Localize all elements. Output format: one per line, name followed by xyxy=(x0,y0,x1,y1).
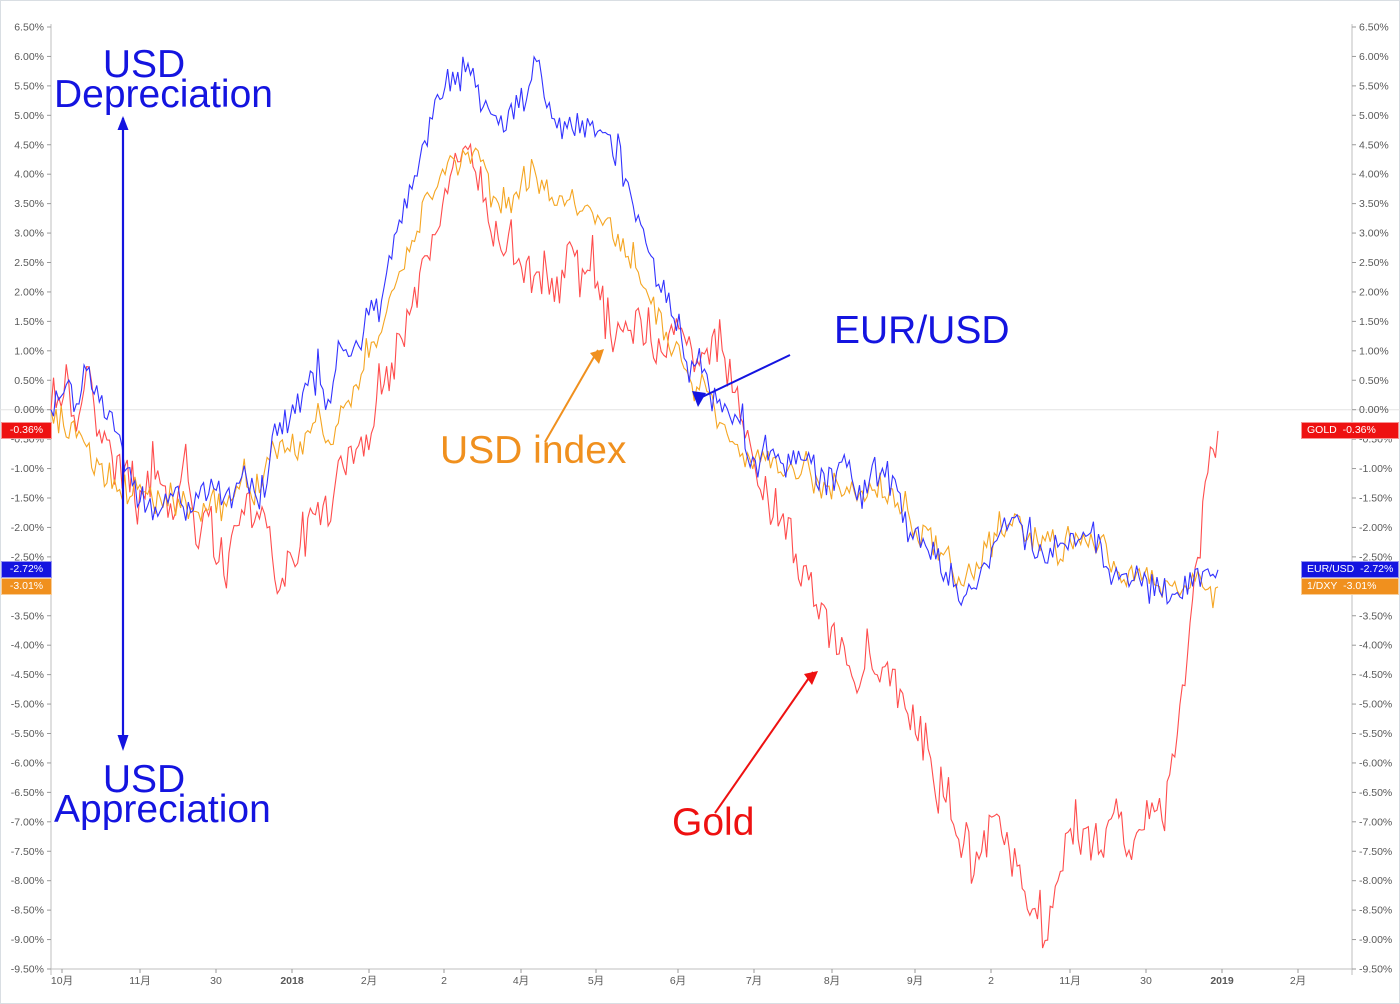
svg-text:6.50%: 6.50% xyxy=(14,22,44,34)
svg-text:2018: 2018 xyxy=(280,975,304,987)
svg-text:-9.00%: -9.00% xyxy=(11,934,44,946)
svg-text:5.00%: 5.00% xyxy=(1359,110,1389,122)
svg-text:8月: 8月 xyxy=(824,975,840,987)
svg-text:2.00%: 2.00% xyxy=(1359,286,1389,298)
svg-text:-2.00%: -2.00% xyxy=(1359,522,1392,534)
svg-text:4.00%: 4.00% xyxy=(1359,169,1389,181)
svg-text:5.50%: 5.50% xyxy=(1359,80,1389,92)
svg-text:-6.50%: -6.50% xyxy=(1359,787,1392,799)
svg-text:3.00%: 3.00% xyxy=(1359,228,1389,240)
svg-text:-5.00%: -5.00% xyxy=(1359,699,1392,711)
svg-text:3.50%: 3.50% xyxy=(1359,198,1389,210)
svg-text:2月: 2月 xyxy=(1290,975,1306,987)
svg-text:-9.50%: -9.50% xyxy=(11,964,44,976)
svg-text:30: 30 xyxy=(210,975,222,987)
svg-text:4月: 4月 xyxy=(513,975,529,987)
svg-text:-7.50%: -7.50% xyxy=(11,846,44,858)
svg-text:11月: 11月 xyxy=(1059,975,1080,987)
svg-text:2.50%: 2.50% xyxy=(14,257,44,269)
svg-text:-4.50%: -4.50% xyxy=(1359,669,1392,681)
svg-text:5月: 5月 xyxy=(588,975,604,987)
svg-text:-1.50%: -1.50% xyxy=(11,493,44,505)
svg-text:6月: 6月 xyxy=(670,975,686,987)
svg-text:-3.50%: -3.50% xyxy=(11,610,44,622)
svg-text:-4.00%: -4.00% xyxy=(11,640,44,652)
svg-text:10月: 10月 xyxy=(51,975,73,987)
svg-text:0.00%: 0.00% xyxy=(14,404,44,416)
svg-text:-7.50%: -7.50% xyxy=(1359,846,1392,858)
svg-text:-5.00%: -5.00% xyxy=(11,699,44,711)
svg-text:1.50%: 1.50% xyxy=(1359,316,1389,328)
svg-text:6.50%: 6.50% xyxy=(1359,22,1389,34)
svg-text:2: 2 xyxy=(988,975,994,987)
svg-text:5.50%: 5.50% xyxy=(14,80,44,92)
svg-text:2019: 2019 xyxy=(1210,975,1234,987)
svg-text:-8.50%: -8.50% xyxy=(1359,905,1392,917)
svg-text:-5.50%: -5.50% xyxy=(11,728,44,740)
svg-text:3.00%: 3.00% xyxy=(14,228,44,240)
svg-text:2.50%: 2.50% xyxy=(1359,257,1389,269)
svg-text:0.50%: 0.50% xyxy=(1359,375,1389,387)
svg-text:2: 2 xyxy=(441,975,447,987)
svg-text:0.00%: 0.00% xyxy=(1359,404,1389,416)
svg-text:-9.50%: -9.50% xyxy=(1359,964,1392,976)
svg-text:6.00%: 6.00% xyxy=(14,51,44,63)
svg-text:0.50%: 0.50% xyxy=(14,375,44,387)
svg-text:9月: 9月 xyxy=(907,975,923,987)
svg-text:2.00%: 2.00% xyxy=(14,286,44,298)
svg-text:5.00%: 5.00% xyxy=(14,110,44,122)
svg-text:7月: 7月 xyxy=(746,975,762,987)
svg-text:1.00%: 1.00% xyxy=(1359,345,1389,357)
svg-text:-4.50%: -4.50% xyxy=(11,669,44,681)
svg-text:-1.50%: -1.50% xyxy=(1359,493,1392,505)
svg-text:3.50%: 3.50% xyxy=(14,198,44,210)
svg-text:-6.00%: -6.00% xyxy=(1359,757,1392,769)
svg-text:-7.00%: -7.00% xyxy=(1359,816,1392,828)
svg-text:6.00%: 6.00% xyxy=(1359,51,1389,63)
svg-text:2月: 2月 xyxy=(361,975,377,987)
svg-text:-1.00%: -1.00% xyxy=(11,463,44,475)
svg-text:-1.00%: -1.00% xyxy=(1359,463,1392,475)
svg-text:-8.00%: -8.00% xyxy=(1359,875,1392,887)
svg-text:1.00%: 1.00% xyxy=(14,345,44,357)
svg-text:-6.50%: -6.50% xyxy=(11,787,44,799)
svg-text:-9.00%: -9.00% xyxy=(1359,934,1392,946)
svg-text:30: 30 xyxy=(1140,975,1152,987)
svg-text:11月: 11月 xyxy=(129,975,150,987)
svg-text:4.50%: 4.50% xyxy=(1359,139,1389,151)
svg-text:-5.50%: -5.50% xyxy=(1359,728,1392,740)
svg-text:-8.00%: -8.00% xyxy=(11,875,44,887)
svg-text:-2.00%: -2.00% xyxy=(11,522,44,534)
svg-text:-8.50%: -8.50% xyxy=(11,905,44,917)
svg-text:-3.50%: -3.50% xyxy=(1359,610,1392,622)
svg-text:-4.00%: -4.00% xyxy=(1359,640,1392,652)
svg-text:-6.00%: -6.00% xyxy=(11,757,44,769)
svg-text:-7.00%: -7.00% xyxy=(11,816,44,828)
svg-text:4.00%: 4.00% xyxy=(14,169,44,181)
svg-text:1.50%: 1.50% xyxy=(14,316,44,328)
svg-text:4.50%: 4.50% xyxy=(14,139,44,151)
